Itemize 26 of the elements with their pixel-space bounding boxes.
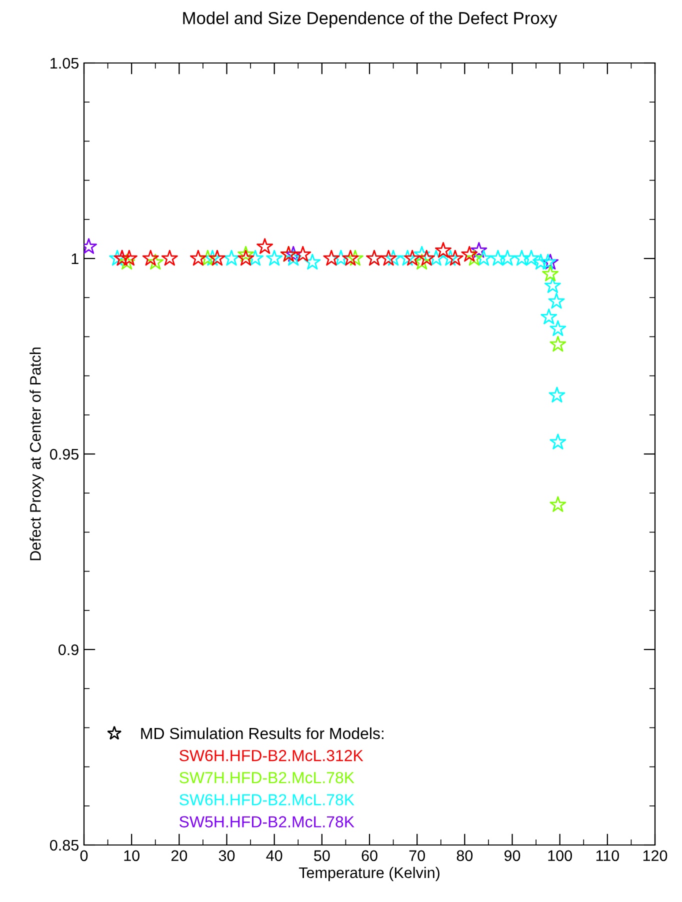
x-tick-label: 50 <box>314 850 330 862</box>
text: SW6H.HFD-B2.McL.78K <box>180 794 354 806</box>
y-tick-label: 0.95 <box>50 448 78 460</box>
text: SW7H.HFD-B2.McL.78K <box>180 772 354 784</box>
y-tick-label: 0.85 <box>50 840 78 851</box>
x-tick-label: 100 <box>548 850 572 862</box>
x-tick-label: 110 <box>596 850 619 862</box>
x-axis-title: Temperature (Kelvin) <box>298 866 440 882</box>
x-tick-label: 90 <box>504 850 520 862</box>
x-tick-label: 80 <box>456 850 473 862</box>
text: SW5H.HFD-B2.McL.78K <box>180 816 354 828</box>
x-tick-label: 10 <box>124 850 140 862</box>
x-tick-label: 60 <box>362 850 378 862</box>
x-tick-label: 30 <box>218 850 235 862</box>
x-tick-label: 20 <box>171 850 188 862</box>
y-axis-title: Defect Proxy at Center of Patch <box>30 348 44 560</box>
text: SW6H.HFD-B2.McL.312K <box>180 750 364 762</box>
legend-title: MD Simulation Results for Models: <box>141 727 384 740</box>
x-tick-label: 0 <box>80 850 88 862</box>
x-tick-label: 70 <box>409 850 425 862</box>
x-tick-label: 120 <box>643 850 668 862</box>
x-tick-label: 40 <box>266 850 282 862</box>
y-tick-label: 0.9 <box>58 644 78 656</box>
y-tick-label: 1 <box>72 254 78 264</box>
chart-title: Model and Size Dependence of the Defect Proxy <box>183 12 558 28</box>
y-tick-label: 1.05 <box>50 58 78 69</box>
